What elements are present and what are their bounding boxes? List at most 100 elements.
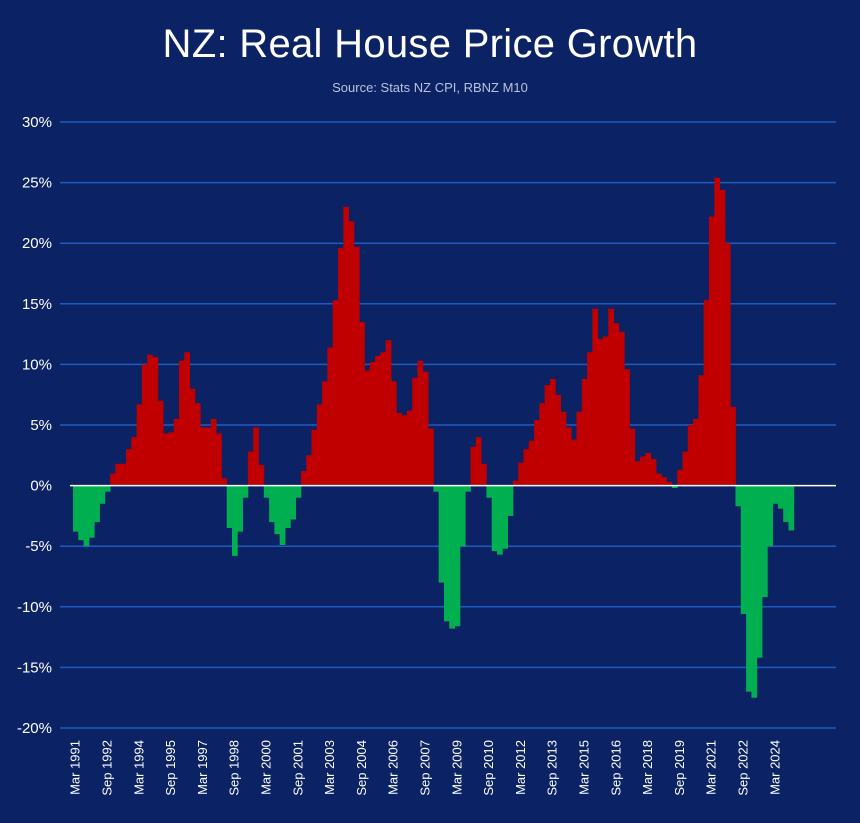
bar xyxy=(104,485,111,492)
bar xyxy=(263,485,270,498)
bar xyxy=(279,485,286,545)
x-tick-label: Sep 2013 xyxy=(545,740,560,796)
bar xyxy=(311,429,318,486)
bar xyxy=(677,469,683,486)
bar xyxy=(565,427,572,486)
x-tick-label: Sep 2022 xyxy=(735,740,750,796)
bar xyxy=(486,485,493,498)
bar xyxy=(205,427,212,486)
bar xyxy=(571,439,577,486)
bar xyxy=(592,308,599,486)
bar xyxy=(459,485,466,547)
bar xyxy=(772,485,779,504)
bar xyxy=(682,451,689,486)
x-tick-label: Sep 2004 xyxy=(354,740,369,796)
bar xyxy=(200,427,206,486)
bar xyxy=(788,485,795,531)
x-tick-label: Mar 1994 xyxy=(131,740,146,795)
bar xyxy=(417,360,424,486)
bar xyxy=(359,321,365,486)
bar xyxy=(783,485,789,522)
bar xyxy=(173,418,180,486)
bar xyxy=(306,455,312,486)
bar xyxy=(555,394,561,486)
bar xyxy=(714,177,720,486)
bar xyxy=(285,485,291,529)
bar xyxy=(322,381,328,486)
y-tick-label: 10% xyxy=(22,356,52,373)
bar xyxy=(353,246,360,486)
y-tick-label: 0% xyxy=(30,478,52,495)
bar xyxy=(629,428,636,486)
bar xyxy=(724,243,731,486)
bar xyxy=(189,388,196,486)
bar xyxy=(481,463,487,486)
bar xyxy=(444,485,450,622)
chart-title: NZ: Real House Price Growth xyxy=(162,22,698,66)
bar xyxy=(94,485,100,522)
x-tick-label: Sep 1992 xyxy=(99,740,114,796)
y-tick-label: 15% xyxy=(22,296,52,313)
bar xyxy=(534,420,540,486)
bar xyxy=(603,336,609,486)
bar xyxy=(465,485,471,492)
bar xyxy=(73,485,79,532)
bar xyxy=(269,485,275,522)
bar xyxy=(406,410,413,486)
x-tick-label: Sep 1998 xyxy=(227,740,242,796)
bar xyxy=(756,485,763,658)
bar xyxy=(343,206,349,486)
bar xyxy=(380,352,387,486)
bar xyxy=(338,248,344,486)
bar xyxy=(348,221,355,486)
bar xyxy=(242,485,249,498)
bar xyxy=(618,331,625,486)
bar xyxy=(332,300,339,486)
bar xyxy=(703,300,710,486)
bar xyxy=(163,433,169,486)
bar xyxy=(300,471,307,486)
bar xyxy=(295,485,302,498)
bar xyxy=(141,364,148,486)
x-axis-ticks: Mar 1991 Sep 1992 Mar 1994 Sep 1995 Mar 1997… xyxy=(68,740,783,796)
bars xyxy=(73,177,795,698)
bar xyxy=(497,485,503,555)
bar xyxy=(316,404,323,486)
bar xyxy=(576,411,583,486)
bar xyxy=(110,473,116,486)
bar xyxy=(438,485,445,583)
bar xyxy=(179,360,185,486)
bar xyxy=(454,485,461,627)
x-tick-label: Sep 2019 xyxy=(672,740,687,796)
bar xyxy=(396,412,402,486)
x-tick-label: Mar 2012 xyxy=(513,740,528,795)
bar xyxy=(661,477,667,486)
bar xyxy=(168,432,175,486)
bar xyxy=(327,347,334,486)
bar xyxy=(412,377,418,486)
bar xyxy=(120,463,127,486)
bar xyxy=(226,485,233,529)
bar xyxy=(550,378,556,486)
bar xyxy=(147,354,153,486)
bar xyxy=(735,485,742,507)
bar xyxy=(216,433,222,486)
bar xyxy=(470,446,477,486)
chart-subtitle: Source: Stats NZ CPI, RBNZ M10 xyxy=(332,80,528,95)
y-tick-label: -10% xyxy=(17,599,52,616)
bar xyxy=(78,485,84,541)
y-tick-label: 20% xyxy=(22,235,52,252)
bar xyxy=(523,449,530,486)
bar xyxy=(194,403,201,486)
bar xyxy=(237,485,243,532)
x-tick-label: Mar 2024 xyxy=(767,740,782,795)
bar xyxy=(656,473,662,486)
y-tick-label: -15% xyxy=(17,659,52,676)
bar xyxy=(99,485,106,504)
x-tick-label: Mar 2021 xyxy=(704,740,719,795)
bar xyxy=(719,189,726,486)
bar xyxy=(544,385,551,486)
bar xyxy=(83,485,90,547)
bar xyxy=(528,440,535,486)
bar xyxy=(433,485,440,492)
